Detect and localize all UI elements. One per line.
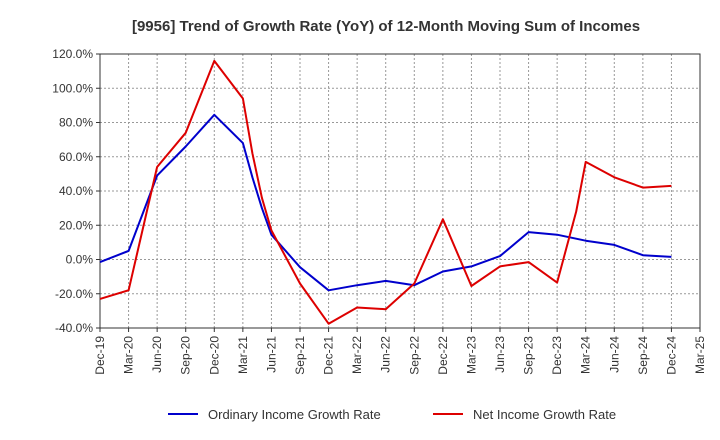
y-tick-label: -40.0%	[55, 321, 93, 335]
series-layer	[99, 59, 672, 325]
x-tick-label: Sep-23	[522, 336, 536, 375]
grid	[100, 54, 700, 328]
y-tick-label: 40.0%	[59, 184, 93, 198]
x-tick-label: Mar-25	[693, 336, 707, 374]
x-tick-label: Jun-23	[493, 336, 507, 373]
x-tick-label: Dec-22	[436, 336, 450, 375]
x-tick-label: Jun-21	[264, 336, 278, 373]
y-tick-label: 0.0%	[66, 253, 94, 267]
x-axis-ticks: Dec-19 Mar-20 Jun-20 Sep-20 Dec-20 Mar-21 Jun-…	[93, 328, 707, 375]
x-tick-label: Dec-20	[207, 336, 221, 375]
legend-label: Ordinary Income Growth Rate	[208, 407, 381, 422]
y-tick-label: -20.0%	[55, 287, 93, 301]
y-tick-label: 100.0%	[52, 81, 93, 95]
x-tick-label: Dec-23	[550, 336, 564, 375]
x-tick-label: Sep-20	[179, 336, 193, 375]
y-tick-label: 20.0%	[59, 218, 93, 232]
series-line-1	[99, 113, 672, 292]
x-tick-label: Mar-21	[236, 336, 250, 374]
x-tick-label: Jun-24	[607, 336, 621, 373]
legend: Ordinary Income Growth Rate Net Income Gr…	[168, 407, 616, 422]
x-tick-label: Dec-24	[664, 336, 678, 375]
x-tick-label: Mar-23	[464, 336, 478, 374]
x-tick-label: Jun-22	[379, 336, 393, 373]
y-tick-label: 80.0%	[59, 116, 93, 130]
y-axis-ticks: 120.0% 100.0% 80.0% 60.0% 40.0% 20.0% 0.0% -20.…	[52, 47, 100, 335]
x-tick-label: Jun-20	[150, 336, 164, 373]
x-tick-label: Sep-24	[636, 336, 650, 375]
x-tick-label: Dec-21	[322, 336, 336, 375]
x-tick-label: Dec-19	[93, 336, 107, 375]
legend-label: Net Income Growth Rate	[473, 407, 616, 422]
series-line-2	[99, 59, 672, 325]
x-tick-label: Sep-22	[407, 336, 421, 375]
x-tick-label: Mar-24	[579, 336, 593, 374]
x-tick-label: Sep-21	[293, 336, 307, 375]
chart-title: [9956] Trend of Growth Rate (YoY) of 12-…	[132, 18, 640, 35]
y-tick-label: 60.0%	[59, 150, 93, 164]
x-tick-label: Mar-22	[350, 336, 364, 374]
y-tick-label: 120.0%	[52, 47, 93, 61]
x-tick-label: Mar-20	[122, 336, 136, 374]
